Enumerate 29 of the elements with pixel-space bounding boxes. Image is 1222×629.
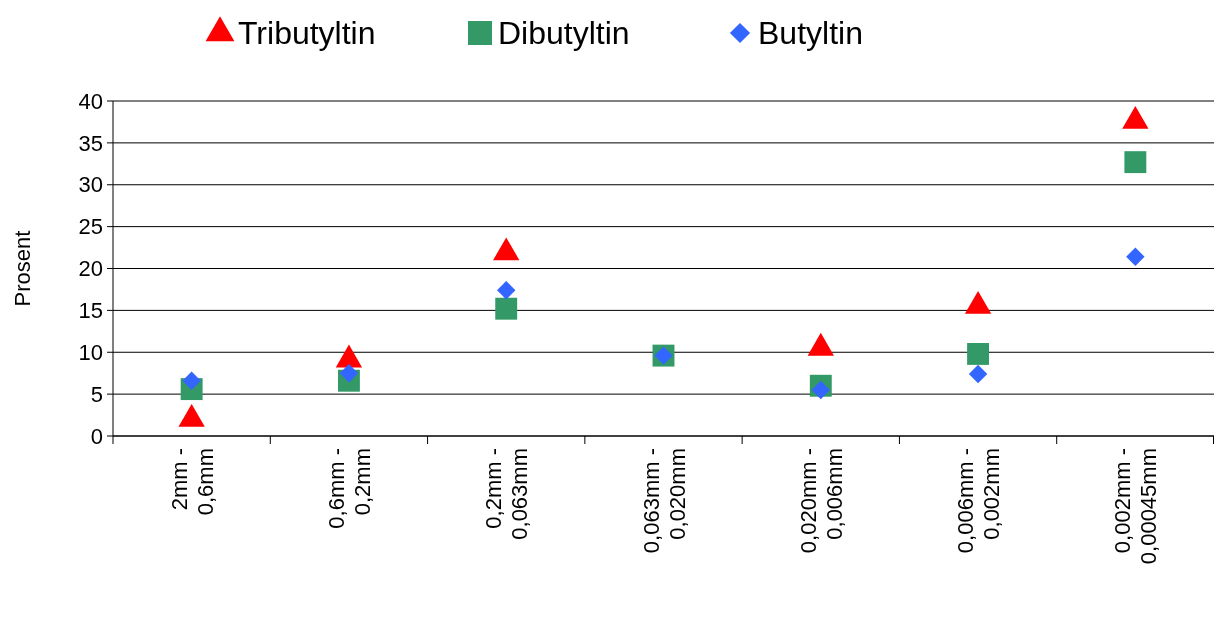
x-tick-label: 0,063mm - 0,020mm xyxy=(638,448,690,554)
point xyxy=(339,363,359,383)
x-tick-label: 0,002mm - 0,00045mm xyxy=(1110,448,1162,565)
point xyxy=(811,380,831,400)
point xyxy=(495,297,518,320)
y-tick-label: 15 xyxy=(78,298,103,324)
y-tick-label: 20 xyxy=(78,256,103,282)
y-tick-label: 5 xyxy=(90,381,103,407)
y-tick-label: 25 xyxy=(78,214,103,240)
point xyxy=(496,281,516,300)
y-axis-title: Prosent xyxy=(10,230,35,307)
x-tick-label: 0,020mm - 0,006mm xyxy=(795,448,847,554)
point xyxy=(1126,247,1145,266)
x-tick-label: 0,6mm - 0,2mm xyxy=(323,448,375,529)
legend-label: Dibutyltin xyxy=(498,15,630,52)
legend-label: Tributyltin xyxy=(238,15,376,52)
y-tick-label: 10 xyxy=(78,339,103,365)
x-tick-label: 0,006mm - 0,002mm xyxy=(953,448,1005,554)
point xyxy=(968,364,988,384)
x-tick-label: 2mm - 0,6mm xyxy=(166,448,218,516)
point xyxy=(967,342,990,365)
legend-label: Butyltin xyxy=(758,15,863,52)
y-tick-label: 30 xyxy=(78,172,103,198)
x-tick-label: 0,2mm - 0,063mm xyxy=(481,448,533,540)
y-tick-label: 35 xyxy=(78,130,103,156)
point xyxy=(182,371,201,390)
y-tick-label: 40 xyxy=(78,88,103,114)
point xyxy=(1124,151,1147,174)
y-tick-label: 0 xyxy=(90,423,103,449)
